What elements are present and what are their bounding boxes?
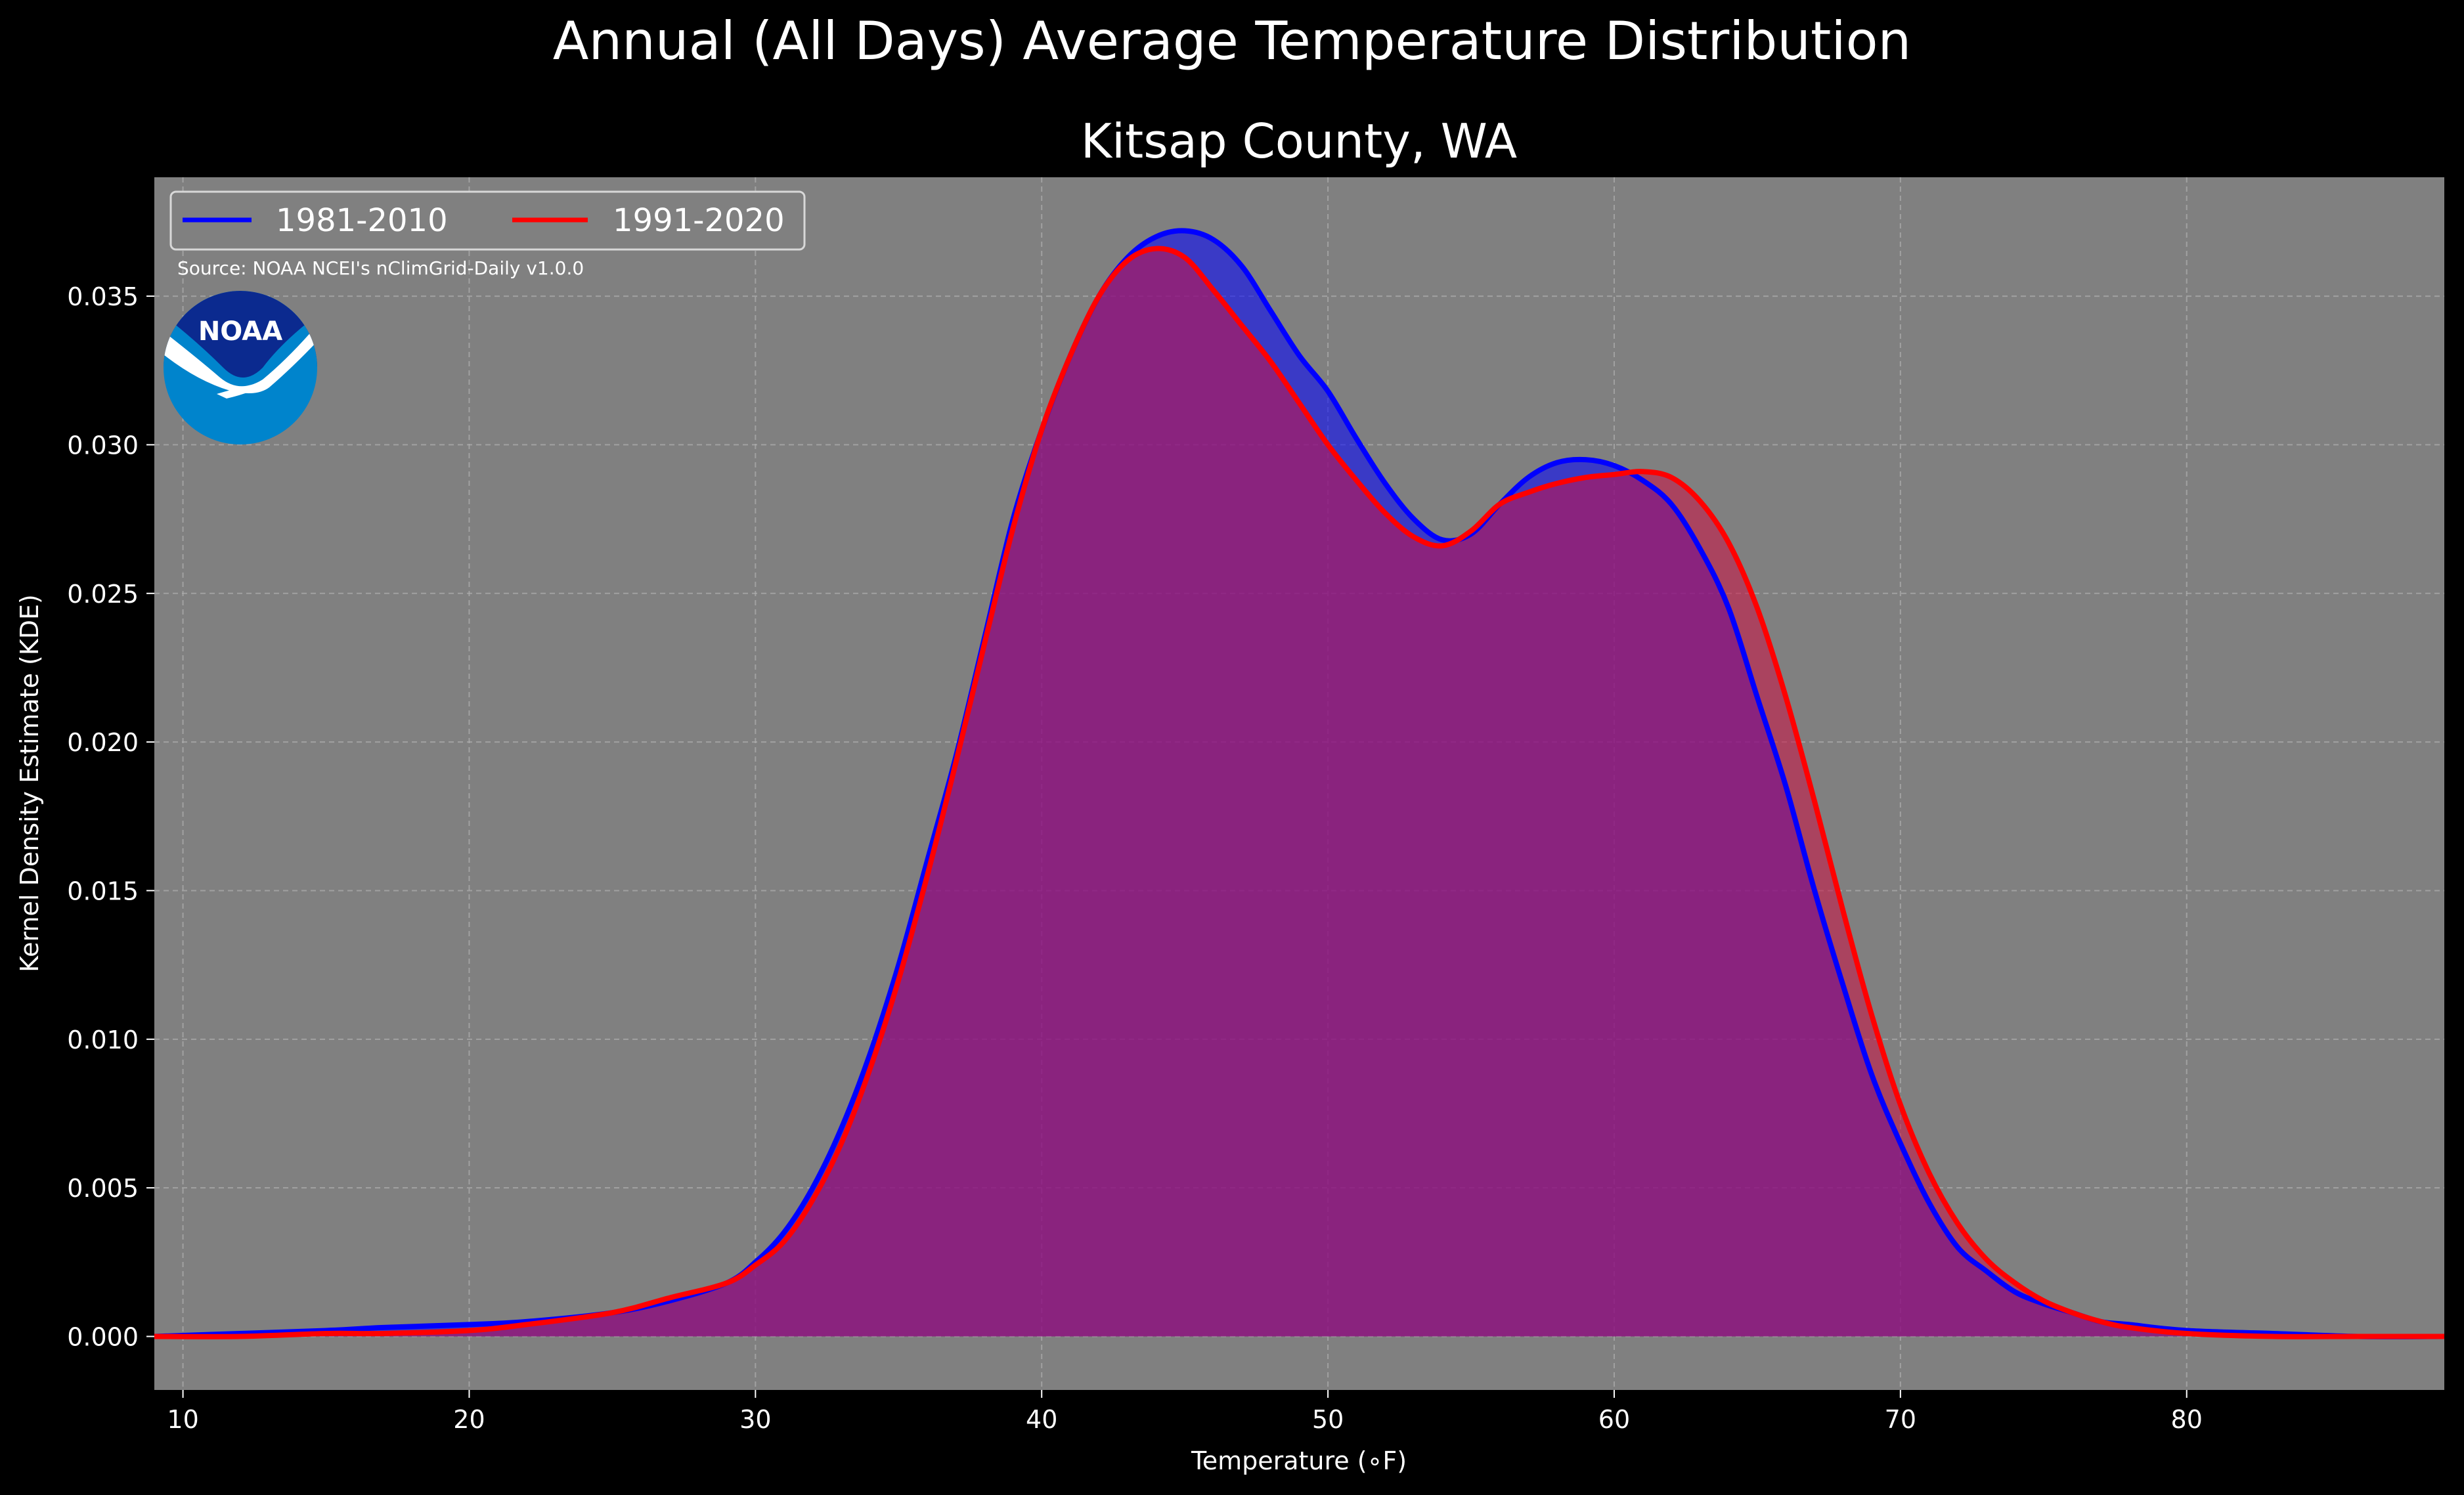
area-1991-2020 [154, 248, 2444, 1337]
y-tick-label: 0.005 [67, 1174, 139, 1203]
x-tick-label: 70 [1885, 1405, 1916, 1434]
x-tick-label: 20 [453, 1405, 485, 1434]
x-axis-label: Temperature (∘F) [1191, 1446, 1407, 1475]
x-tick-label: 40 [1026, 1405, 1057, 1434]
x-tick-label: 10 [167, 1405, 198, 1434]
line-1991-2020 [154, 246, 2444, 1339]
y-axis-ticks: 0.000 0.005 0.010 0.015 0.020 0.025 0.030 0.035 [67, 282, 154, 1352]
y-axis-label: Kernel Density Estimate (KDE) [15, 594, 44, 972]
x-tick-label: 50 [1312, 1405, 1344, 1434]
series-areas [154, 230, 2444, 1337]
y-tick-label: 0.020 [67, 728, 139, 757]
figure-suptitle: Annual (All Days) Average Temperature Di… [553, 11, 1911, 72]
legend-box [169, 190, 806, 251]
y-tick-label: 0.000 [67, 1323, 139, 1352]
y-tick-label: 0.030 [67, 431, 139, 460]
y-tick-label: 0.035 [67, 282, 139, 311]
x-tick-label: 60 [1598, 1405, 1630, 1434]
legend: 1981-2010 1991-2020 [169, 190, 806, 251]
y-tick-label: 0.015 [67, 877, 139, 905]
y-tick-label: 0.025 [67, 580, 139, 609]
source-note: Source: NOAA NCEI's nClimGrid-Daily v1.0… [177, 257, 584, 279]
y-tick-label: 0.010 [67, 1026, 139, 1054]
legend-label-1981-2010: 1981-2010 [276, 202, 448, 239]
series-lines [154, 228, 2445, 1339]
line-1981-2010 [154, 228, 2445, 1339]
legend-label-1991-2020: 1991-2020 [613, 202, 785, 239]
chart-title: Kitsap County, WA [1081, 114, 1517, 169]
noaa-logo-text: NOAA [198, 316, 282, 347]
x-tick-label: 30 [739, 1405, 771, 1434]
x-axis-ticks: 10 20 30 40 50 60 70 80 [167, 1390, 2203, 1434]
noaa-logo: NOAA [164, 291, 317, 444]
x-tick-label: 80 [2171, 1405, 2203, 1434]
